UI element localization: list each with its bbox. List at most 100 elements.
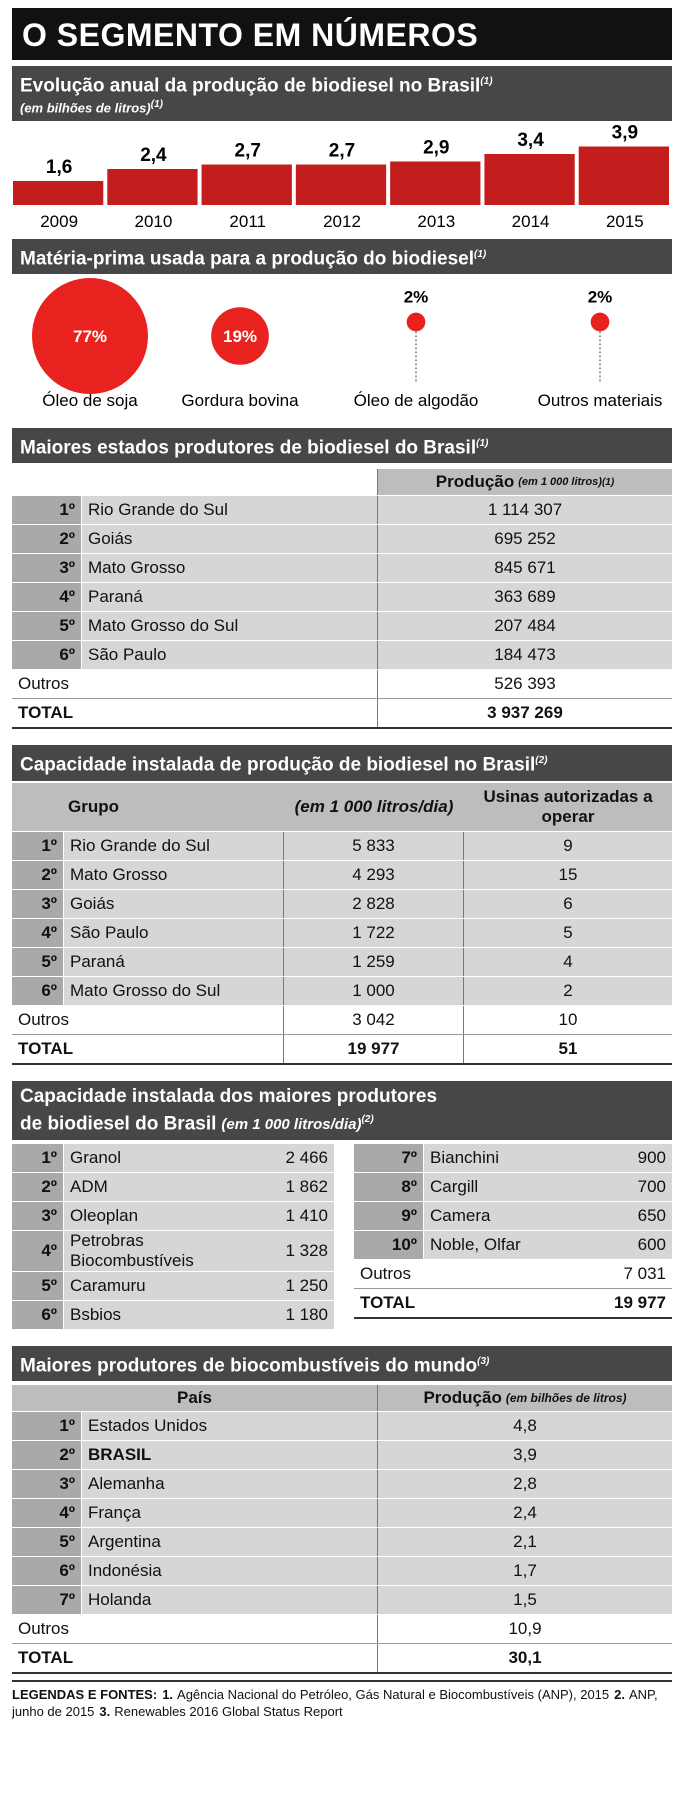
state-name: Mato Grosso do Sul: [82, 612, 378, 641]
bubble-label: 19%: [223, 327, 257, 346]
production-value: 845 671: [378, 554, 672, 583]
column-header-text: País: [177, 1388, 212, 1408]
others-row: Outros 526 393: [12, 670, 672, 700]
group-name: São Paulo: [64, 918, 284, 947]
production-value: 4,8: [378, 1412, 672, 1441]
production-value-text: 2,1: [513, 1532, 537, 1552]
country-name-text: Estados Unidos: [88, 1416, 208, 1436]
footnote-mark: (3): [477, 1355, 490, 1367]
production-value-text: 207 484: [494, 616, 556, 636]
others-row: Outros 7 031: [354, 1259, 672, 1289]
others-name: Outros: [12, 670, 378, 699]
producer-name: Caramuru: [64, 1271, 244, 1300]
table-header-row: País Produção (em bilhões de litros): [12, 1385, 672, 1413]
state-name: Mato Grosso: [82, 554, 378, 583]
column-header-text: Grupo: [68, 796, 119, 816]
source-number: 3.: [99, 1704, 111, 1720]
bubble-label: 77%: [73, 327, 107, 346]
rank-text: 6º: [59, 645, 75, 665]
bubble-label: 2%: [404, 288, 429, 307]
producer-value: 1 180: [244, 1300, 334, 1329]
total-row: TOTAL 3 937 269: [12, 699, 672, 730]
rank: 1º: [12, 1143, 64, 1172]
page-title: O SEGMENTO EM NÚMEROS: [12, 8, 672, 60]
plants-value: 6: [464, 889, 672, 918]
production-value-text: 4,8: [513, 1416, 537, 1436]
others-row: Outros 10,9: [12, 1615, 672, 1645]
country-name: Estados Unidos: [82, 1412, 378, 1441]
production-value: 363 689: [378, 583, 672, 612]
table-row: 6º São Paulo 184 473: [12, 641, 672, 671]
rank: 4º: [12, 1230, 64, 1271]
producer-value-text: 1 328: [285, 1240, 328, 1260]
rank: 10º: [354, 1230, 424, 1259]
column-header-text: Produção: [423, 1388, 502, 1408]
section-header: Capacidade instalada de produção de biod…: [12, 745, 672, 781]
rank-text: 2º: [59, 529, 75, 549]
rank-text: 6º: [59, 1561, 75, 1581]
producer-name-text: Petrobras Biocombustíveis: [70, 1230, 194, 1270]
table-row: 7º Holanda 1,5: [12, 1586, 672, 1616]
others-value-text: 526 393: [494, 674, 556, 694]
section-subtitle: (em bilhões de litros)(1): [20, 97, 664, 116]
capacity-value: 4 293: [284, 860, 464, 889]
others-name-text: Outros: [18, 674, 70, 694]
column-header-unit: (em bilhões de litros): [505, 1391, 627, 1406]
bar-value-label: 3,4: [517, 130, 544, 151]
left-column: 1º Granol 2 466 2º ADM 1 862 3º Oleoplan 1 410 4º…: [12, 1143, 334, 1330]
producer-name: Cargill: [424, 1172, 582, 1201]
others-value-text: 10,9: [508, 1619, 542, 1639]
capacity-value-text: 2 828: [352, 893, 395, 913]
total-row: TOTAL 19 977: [354, 1288, 672, 1319]
table-row: 3º Goiás 2 828 6: [12, 889, 672, 919]
production-value-text: 2,8: [513, 1474, 537, 1494]
rank: 2º: [12, 1441, 82, 1470]
table-row: 4º França 2,4: [12, 1499, 672, 1529]
section-title: Capacidade instalada dos maiores produto…: [20, 1085, 438, 1107]
country-name: Alemanha: [82, 1470, 378, 1499]
section-title: Matéria-prima usada para a produção do b…: [20, 247, 475, 269]
total-name: TOTAL: [354, 1289, 582, 1317]
others-name-text: Outros: [360, 1263, 412, 1283]
bar: [295, 164, 387, 205]
table-row: 1º Rio Grande do Sul 1 114 307: [12, 496, 672, 526]
rank: 4º: [12, 1499, 82, 1528]
table-row: 4º São Paulo 1 722 5: [12, 918, 672, 948]
capacity-value-text: 1 000: [352, 980, 395, 1000]
total-value-text: 30,1: [508, 1648, 542, 1668]
production-value-text: 1,5: [513, 1590, 537, 1610]
rank-text: 4º: [59, 1503, 75, 1523]
capacity-value: 1 722: [284, 918, 464, 947]
capacity-table: Grupo (em 1 000 litros/dia) Usinas autoriz…: [12, 782, 672, 1065]
column-header: (em 1 000 litros/dia): [284, 782, 464, 831]
rank-text: 1º: [41, 1147, 57, 1167]
rank-text: 3º: [59, 1474, 75, 1494]
producer-name: Bsbios: [64, 1300, 244, 1329]
total-value: 30,1: [378, 1644, 672, 1672]
plants-value-text: 9: [563, 835, 573, 855]
bar: [107, 168, 198, 205]
table-row: 8º Cargill 700: [354, 1172, 672, 1202]
bubble: [590, 312, 610, 332]
others-value: 10,9: [378, 1615, 672, 1643]
state-name-text: Paraná: [88, 587, 143, 607]
producer-name-text: ADM: [70, 1176, 108, 1196]
bar-value-label: 2,7: [329, 140, 355, 161]
production-value: 184 473: [378, 641, 672, 670]
column-header: Usinas autorizadas a operar: [464, 782, 672, 831]
group-name: Mato Grosso do Sul: [64, 976, 284, 1005]
bubble: [32, 277, 148, 394]
total-name-text: TOTAL: [18, 1648, 74, 1668]
rank-text: 3º: [41, 893, 57, 913]
capacity-value-text: 1 722: [352, 922, 395, 942]
table-row: 6º Mato Grosso do Sul 1 000 2: [12, 976, 672, 1006]
column-header: Produção (em bilhões de litros): [378, 1385, 672, 1412]
bar-value-label: 2,4: [140, 145, 167, 166]
producer-name: Noble, Olfar: [424, 1230, 582, 1259]
state-name: Rio Grande do Sul: [82, 496, 378, 525]
state-name-text: Mato Grosso do Sul: [88, 616, 239, 636]
table-row: 1º Estados Unidos 4,8: [12, 1412, 672, 1442]
table-header-row: Produção (em 1 000 litros) (1): [12, 469, 672, 497]
production-value-text: 1 114 307: [487, 500, 563, 520]
bar-value-label: 2,9: [423, 137, 449, 158]
